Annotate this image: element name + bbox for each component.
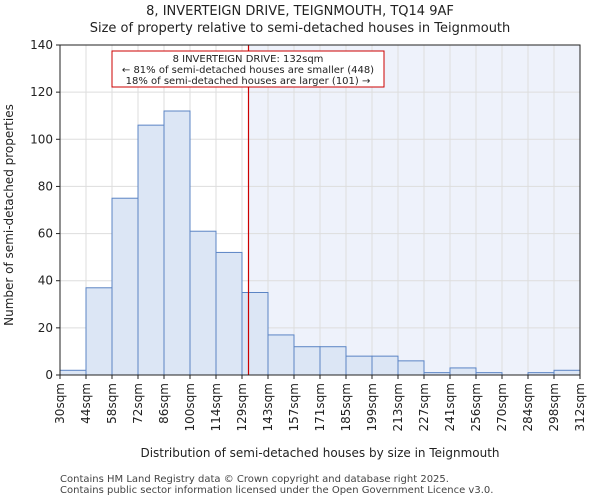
y-tick-label: 120 (30, 85, 53, 99)
x-tick-label: 157sqm (287, 383, 301, 431)
x-tick-label: 129sqm (235, 383, 249, 431)
bar (319, 346, 347, 376)
y-tick-label: 140 (30, 38, 53, 52)
bar (111, 197, 139, 376)
footer-licence: Contains public sector information licen… (60, 485, 494, 496)
annotation-line-3: 18% of semi-detached houses are larger (… (126, 76, 371, 87)
y-tick-label: 60 (38, 227, 53, 241)
x-tick-label: 227sqm (417, 383, 431, 431)
bar (371, 355, 399, 376)
x-axis-label: Distribution of semi-detached houses by … (140, 446, 499, 460)
x-tick-label: 114sqm (209, 383, 223, 431)
annotation-line-1: 8 INVERTEIGN DRIVE: 132sqm (173, 54, 324, 65)
bar (59, 369, 87, 376)
x-tick-label: 298sqm (547, 383, 561, 431)
y-tick-label: 80 (38, 179, 53, 193)
x-tick-label: 256sqm (469, 383, 483, 431)
x-tick-label: 241sqm (443, 383, 457, 431)
bar (85, 287, 113, 376)
bar (293, 346, 321, 376)
chart-subtitle: Size of property relative to semi-detach… (89, 21, 511, 36)
x-tick-label: 143sqm (261, 383, 275, 431)
bar (553, 369, 581, 376)
chart-title: 8, INVERTEIGN DRIVE, TEIGNMOUTH, TQ14 9A… (146, 4, 454, 19)
y-axis-label: Number of semi-detached properties (2, 104, 16, 326)
x-tick-label: 72sqm (131, 383, 145, 424)
bar (267, 334, 295, 376)
bar (163, 110, 191, 376)
bar (449, 367, 477, 376)
footer-copyright: Contains HM Land Registry data © Crown c… (60, 474, 449, 485)
x-tick-label: 270sqm (495, 383, 509, 431)
bar (215, 251, 243, 376)
bar (241, 292, 269, 376)
bar (397, 360, 425, 376)
x-tick-label: 86sqm (157, 383, 171, 424)
x-tick-label: 171sqm (313, 383, 327, 431)
y-tick-label: 100 (30, 132, 53, 146)
x-tick-label: 185sqm (339, 383, 353, 431)
y-tick-label: 40 (38, 274, 53, 288)
x-tick-label: 100sqm (183, 383, 197, 431)
highlight-region (248, 45, 580, 375)
annotation-box (111, 50, 385, 88)
x-tick-label: 199sqm (365, 383, 379, 431)
x-tick-label: 58sqm (105, 383, 119, 424)
x-tick-label: 30sqm (53, 383, 67, 424)
annotation-line-2: ← 81% of semi-detached houses are smalle… (122, 65, 374, 76)
x-tick-label: 44sqm (79, 383, 93, 424)
y-tick-label: 20 (38, 321, 53, 335)
bar (345, 355, 373, 376)
x-tick-label: 213sqm (391, 383, 405, 431)
x-tick-label: 284sqm (521, 383, 535, 431)
x-tick-label: 312sqm (573, 383, 587, 431)
bar (137, 124, 165, 376)
bar (189, 230, 217, 376)
y-tick-label: 0 (45, 368, 53, 382)
